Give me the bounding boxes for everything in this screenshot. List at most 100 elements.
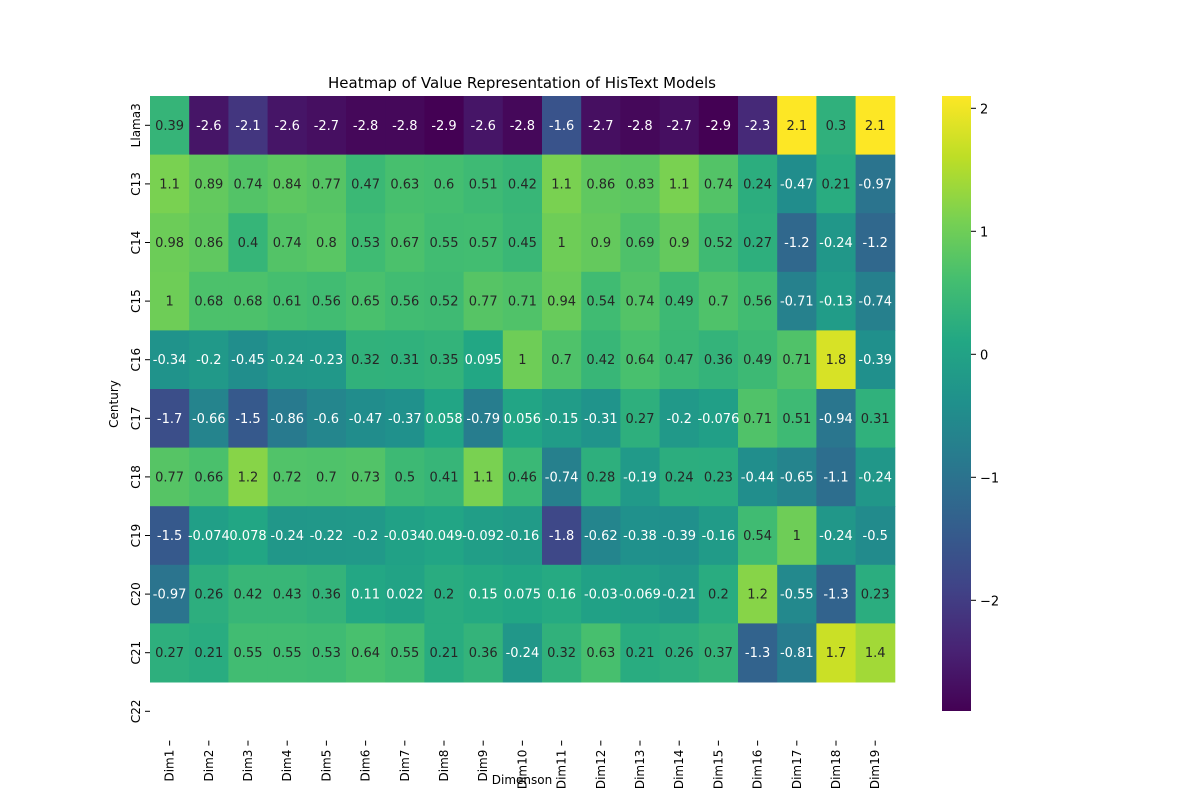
heatmap-cell bbox=[777, 506, 817, 566]
cell-value-label: 0.058 bbox=[425, 412, 462, 427]
cell-value-label: 0.51 bbox=[782, 412, 811, 427]
heatmap-cell bbox=[346, 330, 386, 390]
cell-value-label: -0.076 bbox=[697, 412, 739, 427]
cell-value-label: -2.1 bbox=[235, 119, 260, 134]
heatmap-cell bbox=[620, 564, 661, 624]
heatmap-cell bbox=[385, 623, 425, 683]
cell-value-label: 0.72 bbox=[273, 470, 302, 485]
heatmap-cell bbox=[463, 213, 504, 273]
cell-value-label: 0.94 bbox=[547, 295, 576, 310]
heatmap-cell bbox=[463, 506, 504, 566]
heatmap-cell bbox=[306, 506, 347, 566]
heatmap-cell bbox=[346, 506, 386, 566]
heatmap-cell bbox=[816, 213, 857, 273]
x-tick-label: Dim5 bbox=[319, 750, 333, 782]
cell-value-label: 1.1 bbox=[669, 177, 690, 192]
cell-value-label: 1.2 bbox=[747, 588, 768, 603]
cell-value-label: 0.64 bbox=[626, 353, 655, 368]
cell-value-label: 0.71 bbox=[743, 412, 772, 427]
cell-value-label: 0.54 bbox=[586, 295, 615, 310]
heatmap-cell bbox=[581, 271, 621, 331]
heatmap-cell bbox=[228, 447, 269, 507]
cell-value-label: -2.8 bbox=[353, 119, 378, 134]
heatmap-cell bbox=[424, 271, 465, 331]
x-tick-label: Dim4 bbox=[280, 750, 294, 782]
heatmap-cell bbox=[855, 330, 896, 390]
cell-value-label: -2.9 bbox=[431, 119, 456, 134]
heatmap-cell bbox=[581, 96, 621, 156]
cell-value-label: -0.74 bbox=[545, 470, 579, 485]
x-tick-label: Dim3 bbox=[241, 750, 255, 782]
colorbar-tick-label: 0 bbox=[980, 348, 988, 363]
y-axis-ticks: Llama3 C13 C14 C15 C16 C17 C18 C19 C20 C21 C22 bbox=[129, 103, 150, 723]
heatmap-cell bbox=[385, 271, 425, 331]
heatmap-cell bbox=[620, 330, 661, 390]
heatmap-cell bbox=[463, 389, 504, 449]
x-tick-label: Dim7 bbox=[398, 750, 412, 782]
cell-value-label: 0.84 bbox=[273, 177, 302, 192]
heatmap-cell bbox=[502, 154, 543, 214]
heatmap-cell bbox=[346, 154, 386, 214]
cell-value-label: 0.47 bbox=[665, 353, 694, 368]
cell-value-label: -1.2 bbox=[863, 236, 888, 251]
heatmap-cell bbox=[738, 389, 778, 449]
cell-value-label: 0.7 bbox=[316, 470, 337, 485]
heatmap-cell bbox=[738, 154, 778, 214]
heatmap-cell bbox=[542, 271, 582, 331]
cell-value-label: -1.5 bbox=[235, 412, 260, 427]
cell-value-label: -0.23 bbox=[310, 353, 344, 368]
cell-value-label: 0.36 bbox=[704, 353, 733, 368]
cell-value-label: 0.23 bbox=[861, 588, 890, 603]
heatmap-cell bbox=[189, 506, 229, 566]
heatmap-cell bbox=[267, 389, 308, 449]
heatmap-cell bbox=[150, 447, 190, 507]
heatmap-cell bbox=[502, 330, 543, 390]
colorbar-tick-label: −1 bbox=[980, 471, 999, 486]
heatmap-cell bbox=[738, 506, 778, 566]
cell-value-label: -2.8 bbox=[392, 119, 417, 134]
y-tick-label: C21 bbox=[129, 641, 143, 665]
cell-value-label: 0.74 bbox=[626, 295, 655, 310]
cell-value-label: 0.68 bbox=[234, 295, 263, 310]
cell-value-label: 0.022 bbox=[386, 588, 423, 603]
cell-value-label: 0.4 bbox=[238, 236, 259, 251]
cell-value-label: 0.37 bbox=[704, 646, 733, 661]
heatmap-cell bbox=[581, 389, 621, 449]
heatmap-cell bbox=[267, 447, 308, 507]
cell-value-label: 0.42 bbox=[234, 588, 263, 603]
heatmap-cell bbox=[267, 623, 308, 683]
heatmap-cell bbox=[581, 506, 621, 566]
heatmap-cell bbox=[777, 213, 817, 273]
heatmap-cell bbox=[738, 564, 778, 624]
cell-value-label: 0.28 bbox=[586, 470, 615, 485]
cell-value-label: 0.27 bbox=[155, 646, 184, 661]
heatmap-cell bbox=[777, 623, 817, 683]
heatmap-cell bbox=[581, 447, 621, 507]
cell-value-label: 0.77 bbox=[155, 470, 184, 485]
heatmap-cell bbox=[463, 564, 504, 624]
cell-value-label: -1.8 bbox=[549, 529, 574, 544]
heatmap-cell bbox=[738, 330, 778, 390]
heatmap-cell bbox=[424, 154, 465, 214]
cell-value-label: 1.2 bbox=[238, 470, 259, 485]
heatmap-cell bbox=[855, 564, 896, 624]
heatmap-cell bbox=[659, 330, 700, 390]
cell-value-label: -0.03 bbox=[584, 588, 618, 603]
cell-value-label: -0.74 bbox=[858, 295, 892, 310]
heatmap-cell bbox=[189, 96, 229, 156]
heatmap-cell bbox=[777, 271, 817, 331]
cell-value-label: 0.2 bbox=[708, 588, 729, 603]
cell-value-label: 0.53 bbox=[312, 646, 341, 661]
cell-value-label: 0.66 bbox=[194, 470, 223, 485]
y-tick-label: C17 bbox=[129, 406, 143, 430]
x-tick-label: Dim12 bbox=[594, 750, 608, 790]
heatmap-cell bbox=[267, 96, 308, 156]
cell-value-label: -0.13 bbox=[819, 295, 853, 310]
x-tick-label: Dim1 bbox=[163, 750, 177, 782]
x-tick-label: Dim11 bbox=[555, 750, 569, 790]
cell-value-label: 0.54 bbox=[743, 529, 772, 544]
heatmap-cell bbox=[150, 389, 190, 449]
cell-value-label: -1.2 bbox=[784, 236, 809, 251]
heatmap-cell bbox=[620, 506, 661, 566]
heatmap-cells bbox=[150, 96, 896, 683]
